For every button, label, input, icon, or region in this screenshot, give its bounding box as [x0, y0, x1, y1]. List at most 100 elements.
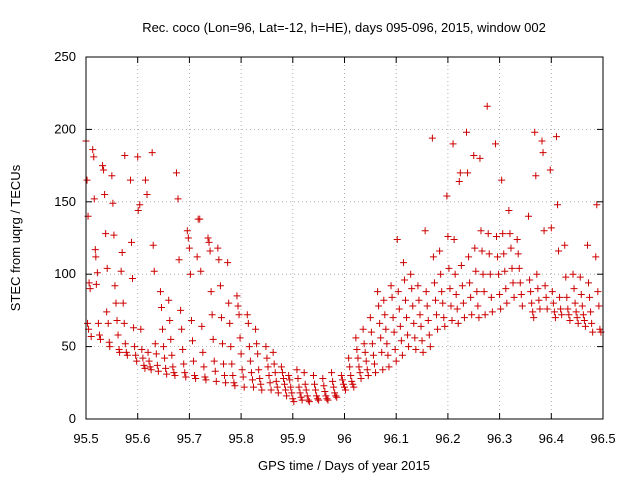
data-point — [264, 363, 272, 371]
data-point — [120, 319, 128, 327]
data-point — [496, 290, 504, 298]
data-point — [305, 398, 313, 406]
data-point — [319, 374, 327, 382]
data-point — [484, 230, 492, 238]
data-point — [160, 343, 168, 351]
data-point — [556, 293, 564, 301]
data-point — [506, 230, 514, 238]
data-point — [574, 319, 582, 327]
data-point — [387, 282, 395, 290]
data-point — [111, 282, 119, 290]
data-point — [313, 392, 321, 400]
data-point — [138, 345, 146, 353]
data-point — [165, 296, 173, 304]
data-point — [147, 366, 155, 374]
data-point — [404, 331, 412, 339]
data-point — [258, 386, 266, 394]
y-tick-label: 150 — [54, 194, 76, 209]
data-point — [430, 279, 438, 287]
data-point — [479, 270, 487, 278]
data-point — [585, 279, 593, 287]
x-tick-label: 96 — [337, 431, 351, 446]
data-point — [395, 305, 403, 313]
data-point — [411, 334, 419, 342]
data-point — [392, 357, 400, 365]
data-point — [571, 299, 579, 307]
data-point — [477, 227, 485, 235]
data-point — [225, 299, 233, 307]
data-point — [283, 392, 291, 400]
data-point — [159, 325, 167, 333]
data-point — [154, 367, 162, 375]
data-point — [451, 270, 459, 278]
data-point — [250, 383, 258, 391]
data-point — [347, 372, 355, 380]
data-point — [129, 275, 137, 283]
data-point — [342, 386, 350, 394]
data-point — [321, 387, 329, 395]
data-point — [243, 311, 251, 319]
data-point — [92, 253, 100, 261]
data-point — [474, 302, 482, 310]
data-point — [383, 340, 391, 348]
data-point — [437, 270, 445, 278]
data-point — [105, 338, 113, 346]
x-tick-label: 95.7 — [177, 431, 202, 446]
data-point — [370, 360, 378, 368]
data-point — [414, 282, 422, 290]
data-point — [456, 169, 464, 177]
data-point — [372, 369, 380, 377]
data-point — [346, 363, 354, 371]
y-tick-label: 50 — [62, 339, 76, 354]
data-point — [115, 345, 123, 353]
data-point — [126, 176, 134, 184]
data-point — [295, 383, 303, 391]
data-point — [181, 369, 189, 377]
data-point — [222, 379, 230, 387]
data-point — [144, 348, 152, 356]
data-point — [285, 372, 293, 380]
data-point — [494, 253, 502, 261]
data-point — [131, 343, 139, 351]
data-point — [328, 369, 336, 377]
data-point — [422, 288, 430, 296]
data-point — [339, 380, 347, 388]
data-point — [509, 279, 517, 287]
data-point — [239, 373, 247, 381]
data-point — [286, 376, 294, 384]
data-point — [515, 264, 523, 272]
data-point — [207, 288, 215, 296]
data-point — [331, 389, 339, 397]
data-point — [83, 176, 91, 184]
data-point — [497, 305, 505, 313]
data-point — [388, 293, 396, 301]
data-point — [359, 325, 367, 333]
data-point — [460, 314, 468, 322]
y-tick-label: 100 — [54, 266, 76, 281]
data-point — [443, 192, 451, 200]
data-point — [468, 311, 476, 319]
data-point — [170, 369, 178, 377]
data-point — [529, 308, 537, 316]
data-point — [348, 377, 356, 385]
data-point — [93, 269, 101, 277]
data-point — [315, 396, 323, 404]
data-point — [168, 351, 176, 359]
data-point — [382, 325, 390, 333]
data-point — [190, 357, 198, 365]
data-point — [94, 319, 102, 327]
data-point — [502, 285, 510, 293]
data-point — [447, 302, 455, 310]
data-point — [92, 280, 100, 288]
data-point — [254, 350, 262, 358]
data-point — [572, 308, 580, 316]
data-point — [230, 379, 238, 387]
data-point — [538, 137, 546, 145]
data-point — [551, 314, 559, 322]
data-point — [424, 317, 432, 325]
data-point — [403, 314, 411, 322]
data-point — [157, 304, 165, 312]
data-point — [279, 374, 287, 382]
data-point — [552, 133, 560, 141]
